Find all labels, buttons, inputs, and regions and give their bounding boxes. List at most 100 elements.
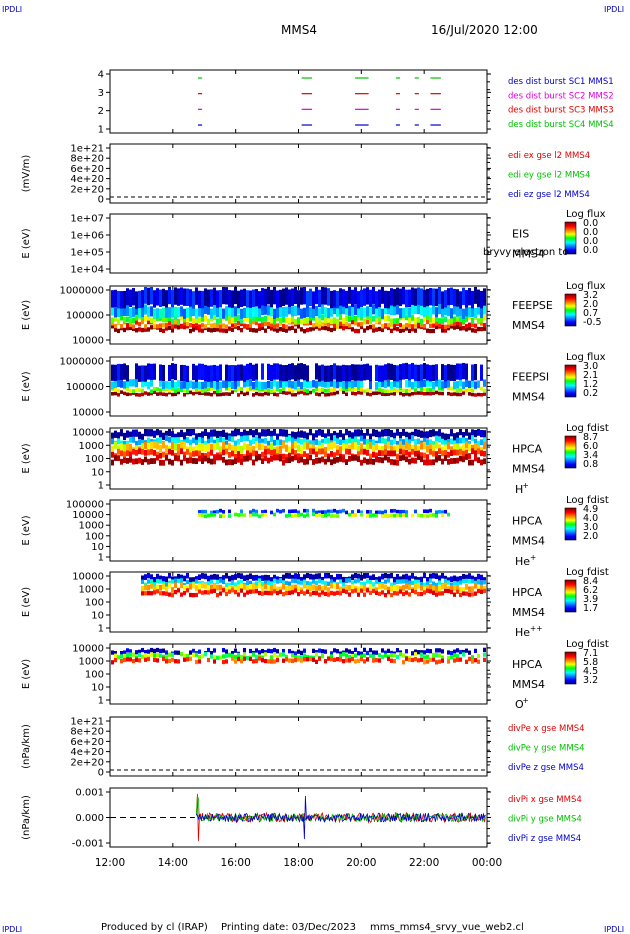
spectrogram-cell-hpca_o — [225, 653, 228, 659]
spectrogram-cell-hpca_o — [189, 650, 192, 655]
spectrogram-cell-feepse — [216, 307, 219, 318]
spectrogram-cell-feepsi — [129, 389, 132, 394]
spectrogram-cell-hpca_hepp — [342, 582, 345, 587]
spectrogram-cell-hpca_h — [405, 441, 408, 449]
spectrogram-cell-hpca_h — [207, 443, 210, 451]
spectrogram-cell-hpca_h — [207, 457, 210, 464]
spectrogram-cell-hpca_h — [414, 429, 417, 437]
spectrogram-cell-hpca_o — [315, 652, 318, 657]
spectrogram-cell-hpca_h — [201, 458, 204, 464]
spectrogram-cell-feepse — [471, 317, 474, 324]
spectrogram-cell-hpca_h — [189, 445, 192, 453]
spectrogram-cell-feepsi — [387, 389, 390, 394]
spectrogram-cell-feepse — [444, 324, 447, 329]
spectrogram-cell-hpca_h — [366, 429, 369, 436]
spectrogram-cell-feepse — [342, 326, 345, 331]
spectrogram-cell-hpca_hepp — [159, 579, 162, 584]
spectrogram-cell-feepsi — [480, 392, 483, 397]
spectrogram-cell-feepsi — [378, 390, 381, 395]
spectrogram-cell-feepsi — [450, 392, 453, 397]
spectrogram-cell-hpca_he — [249, 513, 252, 518]
spectrogram-cell-feepse — [234, 322, 237, 328]
spectrogram-cell-hpca_h — [270, 430, 273, 439]
spectrogram-cell-hpca_h — [237, 456, 240, 463]
spectrogram-cell-feepsi — [405, 392, 408, 396]
spectrogram-cell-hpca_o — [297, 649, 300, 654]
spectrogram-cell-hpca_h — [384, 438, 387, 445]
spectrogram-cell-hpca_h — [300, 446, 303, 454]
spectrogram-cell-feepsi — [390, 391, 393, 396]
spectrogram-cell-hpca_hepp — [402, 574, 405, 581]
spectrogram-cell-hpca_o — [141, 654, 144, 659]
spectrogram-cell-feepsi — [216, 392, 219, 397]
spectrogram-cell-feepsi — [174, 381, 177, 390]
spectrogram-cell-hpca_o — [126, 657, 129, 662]
spectrogram-feepse — [111, 287, 486, 334]
spectrogram-cell-feepse — [123, 316, 126, 323]
spectrogram-cell-hpca_o — [456, 657, 459, 662]
spectrogram-cell-hpca_he — [285, 514, 288, 518]
spectrogram-cell-feepsi — [123, 391, 126, 396]
spectrogram-cell-feepsi — [285, 379, 288, 387]
spectrogram-cell-hpca_h — [459, 429, 462, 436]
cbar-tick-hpca_hepp: 3.9 — [583, 594, 598, 605]
spectrogram-cell-hpca_hepp — [324, 591, 327, 597]
spectrogram-cell-hpca_h — [375, 429, 378, 438]
spectrogram-cell-feepsi — [168, 381, 171, 390]
spectrogram-cell-hpca_h — [129, 456, 132, 463]
spectrogram-cell-feepsi — [462, 362, 465, 380]
spectrogram-cell-feepse — [186, 315, 189, 321]
spectrogram-cell-feepsi — [339, 387, 342, 392]
spectrogram-cell-feepse — [249, 318, 252, 325]
spectrogram-cell-hpca_hepp — [291, 574, 294, 581]
spectrogram-cell-feepsi — [135, 387, 138, 392]
spectrogram-cell-hpca_hepp — [276, 590, 279, 596]
spectrogram-cell-hpca_h — [366, 443, 369, 451]
spectrogram-cell-hpca_he — [399, 513, 402, 518]
spectrogram-cell-feepse — [234, 306, 237, 317]
spectrogram-cell-hpca_hepp — [324, 584, 327, 591]
spectrogram-cell-feepse — [333, 290, 336, 308]
spectrogram-cell-hpca_hepp — [309, 585, 312, 592]
spectrogram-cell-feepse — [111, 290, 114, 308]
spectrogram-cell-feepse — [432, 304, 435, 315]
spectrogram-cell-feepse — [318, 323, 321, 329]
spectrogram-cell-hpca_o — [351, 656, 354, 662]
spectrogram-cell-hpca_hepp — [243, 575, 246, 582]
spectrogram-cell-feepsi — [279, 364, 282, 381]
spectrogram-cell-feepsi — [459, 379, 462, 387]
spectrogram-cell-feepse — [342, 317, 345, 324]
spectrogram-cell-hpca_o — [255, 654, 258, 660]
spectrogram-cell-hpca_h — [282, 453, 285, 460]
spectrogram-cell-hpca_h — [474, 429, 477, 438]
spectrogram-cell-feepse — [135, 314, 138, 321]
spectrogram-cell-hpca_hepp — [300, 576, 303, 583]
spectrogram-cell-hpca_h — [324, 433, 327, 441]
ytick-label-divpe: 8e+20 — [70, 727, 104, 738]
spectrogram-cell-hpca_o — [219, 655, 222, 660]
spectrogram-cell-hpca_h — [138, 431, 141, 440]
spectrogram-cell-feepsi — [162, 364, 165, 382]
spectrogram-cell-hpca_o — [261, 655, 264, 660]
spectrogram-cell-feepse — [243, 307, 246, 319]
spectrogram-cell-hpca_hepp — [399, 576, 402, 583]
spectrogram-cell-hpca_hepp — [450, 582, 453, 587]
spectrogram-cell-hpca_h — [417, 445, 420, 453]
spectrogram-cell-hpca_hepp — [390, 582, 393, 587]
spectrogram-cell-feepse — [465, 290, 468, 308]
spectrogram-cell-hpca_hepp — [240, 573, 243, 580]
spectrogram-cell-hpca_h — [315, 430, 318, 438]
spectrogram-cell-hpca_o — [360, 654, 363, 659]
spectrogram-cell-feepse — [408, 328, 411, 334]
spectrogram-cell-hpca_h — [207, 438, 210, 445]
spectrogram-cell-hpca_hepp — [306, 589, 309, 594]
spectrogram-cell-feepse — [459, 322, 462, 327]
spectrogram-cell-feepsi — [150, 389, 153, 394]
spectrogram-cell-feepse — [156, 288, 159, 306]
spectrogram-cell-hpca_o — [282, 658, 285, 663]
spectrogram-cell-hpca_o — [264, 658, 267, 664]
spectrogram-cell-hpca_hepp — [153, 582, 156, 587]
spectrogram-cell-feepse — [471, 328, 474, 333]
spectrogram-cell-hpca_he — [294, 513, 297, 518]
